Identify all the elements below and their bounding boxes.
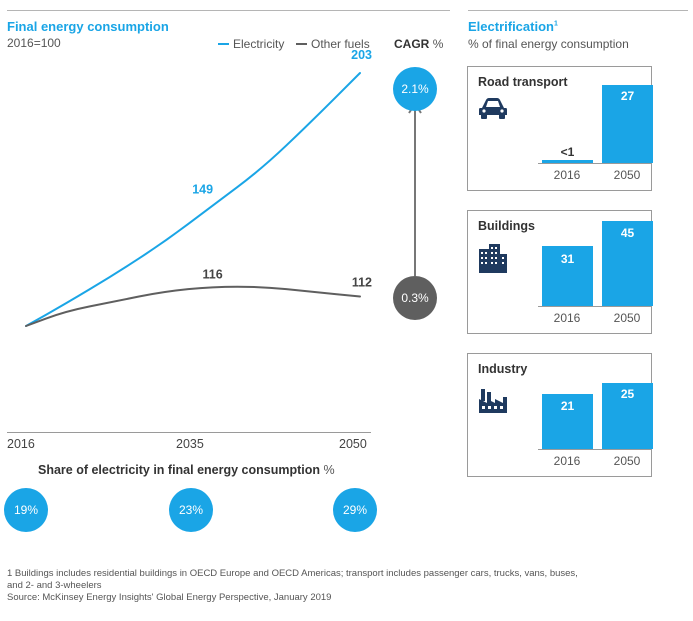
- cagr-arrow: [408, 102, 422, 276]
- legend-electricity: Electricity: [218, 37, 284, 51]
- series-line-electricity: [25, 72, 361, 327]
- electrification-subtitle: % of final energy consumption: [468, 37, 629, 51]
- bar-label-buildings-2016: 31: [560, 252, 575, 266]
- share-title-text: Share of electricity in final energy con…: [38, 463, 321, 477]
- data-label-electricity-2035: 149: [192, 183, 213, 197]
- bar-road-2050: [602, 85, 653, 163]
- cagr-header: CAGR %: [394, 37, 443, 51]
- buildings-icon: [479, 244, 507, 273]
- line-chart-subtitle: 2016=100: [7, 36, 61, 50]
- baseline-buildings: [538, 306, 652, 307]
- electrification-footnote-ref: 1: [553, 20, 558, 28]
- baseline-road: [538, 163, 652, 164]
- legend-swatch-other-fuels: [296, 43, 307, 45]
- share-unit: %: [323, 463, 335, 477]
- x-axis: [7, 432, 371, 433]
- bar-buildings-2050: [602, 221, 653, 306]
- legend-other-fuels: Other fuels: [296, 37, 370, 51]
- data-label-other-fuels-2050: 112: [352, 276, 372, 290]
- bar-label-industry-2050: 25: [620, 387, 635, 401]
- factory-icon: [479, 389, 507, 413]
- car-icon: [479, 98, 507, 119]
- bar-label-buildings-2050: 45: [620, 226, 635, 240]
- x-tick-2035: 2035: [176, 437, 204, 451]
- panel-title-buildings: Buildings: [478, 219, 535, 233]
- legend-label-electricity: Electricity: [233, 37, 285, 51]
- year-industry-2016: 2016: [553, 454, 581, 468]
- share-title: Share of electricity in final energy con…: [38, 463, 335, 477]
- year-road-2050: 2050: [613, 168, 641, 182]
- bar-industry-2016: [542, 394, 593, 449]
- panel-title-road-transport: Road transport: [478, 75, 568, 89]
- baseline-industry: [538, 449, 652, 450]
- bar-road-2016: [542, 160, 593, 163]
- year-buildings-2016: 2016: [553, 311, 581, 325]
- panel-title-industry: Industry: [478, 362, 528, 376]
- line-chart-title: Final energy consumption: [7, 19, 169, 34]
- top-rule-left: [7, 10, 450, 11]
- footnote-source: Source: McKinsey Energy Insights' Global…: [7, 592, 332, 603]
- bar-label-road-2016: <1: [560, 145, 575, 159]
- top-rule-right: [468, 10, 688, 11]
- bar-label-road-2050: 27: [620, 89, 635, 103]
- panel-industry: Industry 21 25 2016 2050: [467, 353, 653, 477]
- share-bubble-2035: 23%: [169, 488, 213, 532]
- cagr-label: CAGR: [394, 37, 430, 51]
- footnote-line-2: and 2- and 3-wheelers: [7, 580, 102, 591]
- x-tick-2050: 2050: [339, 437, 367, 451]
- share-bubble-2016: 19%: [4, 488, 48, 532]
- data-label-other-fuels-2035: 116: [203, 268, 223, 282]
- electrification-title: Electrification1: [468, 19, 558, 34]
- share-bubble-2050: 29%: [333, 488, 377, 532]
- panel-road-transport: Road transport <1 27 2016 2050: [467, 66, 653, 191]
- legend-swatch-electricity: [218, 43, 229, 45]
- bar-buildings-2016: [542, 246, 593, 306]
- panel-buildings: Buildings 31 45 2016 2050: [467, 210, 653, 334]
- bar-label-industry-2016: 21: [560, 399, 575, 413]
- series-line-other-fuels: [25, 285, 361, 327]
- legend-label-other-fuels: Other fuels: [311, 37, 370, 51]
- footnote-line-1: 1 Buildings includes residential buildin…: [7, 568, 578, 579]
- electrification-title-text: Electrification: [468, 19, 554, 34]
- footnote: 1 Buildings includes residential buildin…: [7, 568, 687, 604]
- cagr-bubble-other-fuels: 0.3%: [393, 276, 437, 320]
- cagr-bubble-electricity: 2.1%: [393, 67, 437, 111]
- year-road-2016: 2016: [553, 168, 581, 182]
- x-tick-2016: 2016: [7, 437, 35, 451]
- cagr-unit: %: [432, 37, 444, 51]
- year-buildings-2050: 2050: [613, 311, 641, 325]
- bar-industry-2050: [602, 383, 653, 449]
- data-label-electricity-2050: 203: [351, 48, 372, 62]
- year-industry-2050: 2050: [613, 454, 641, 468]
